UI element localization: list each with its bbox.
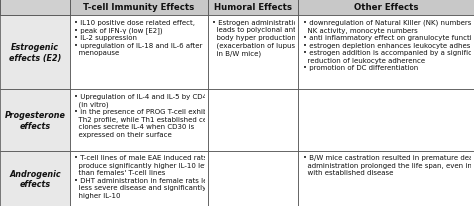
Bar: [298, 16, 474, 90]
Bar: [0, 0, 70, 16]
Text: • B/W mice castration resulted in premature death - DHT
  administration prolong: • B/W mice castration resulted in premat…: [303, 155, 474, 176]
Bar: [0, 151, 70, 206]
Bar: [208, 0, 298, 16]
Bar: [0, 16, 70, 90]
Text: • downregulation of Natural Killer (NK) numbers and
  NK activity, monocyte numb: • downregulation of Natural Killer (NK) …: [303, 20, 474, 71]
Text: Progesterone
effects: Progesterone effects: [5, 111, 65, 130]
Bar: [70, 151, 208, 206]
Bar: [298, 90, 474, 151]
Bar: [298, 0, 474, 16]
Text: T-cell Immunity Effects: T-cell Immunity Effects: [83, 4, 195, 12]
Text: Estrogenic
effects (E2): Estrogenic effects (E2): [9, 43, 61, 62]
Text: • Estrogen administration
  leads to polyclonal anti-
  body hyper production
  : • Estrogen administration leads to polyc…: [212, 20, 302, 56]
Bar: [70, 90, 208, 151]
Text: • T-cell lines of male EAE induced rats
  produce significantly higher IL-10 lev: • T-cell lines of male EAE induced rats …: [74, 155, 221, 198]
Bar: [0, 90, 70, 151]
Bar: [0, 0, 70, 16]
Text: • IL10 positive dose related effect,
• peak of IFN-γ (low [E2])
• IL-2 suppressi: • IL10 positive dose related effect, • p…: [74, 20, 203, 56]
Bar: [298, 151, 474, 206]
Text: Humoral Effects: Humoral Effects: [214, 4, 292, 12]
Bar: [70, 0, 208, 16]
Bar: [208, 90, 298, 151]
Bar: [70, 16, 208, 90]
Text: Other Effects: Other Effects: [354, 4, 418, 12]
Text: • Upregulation of IL-4 and IL-5 by CD4+
  (in vitro)
• in the presence of PROG T: • Upregulation of IL-4 and IL-5 by CD4+ …: [74, 93, 219, 137]
Text: Androgenic
effects: Androgenic effects: [9, 169, 61, 188]
Bar: [208, 151, 298, 206]
Bar: [208, 16, 298, 90]
